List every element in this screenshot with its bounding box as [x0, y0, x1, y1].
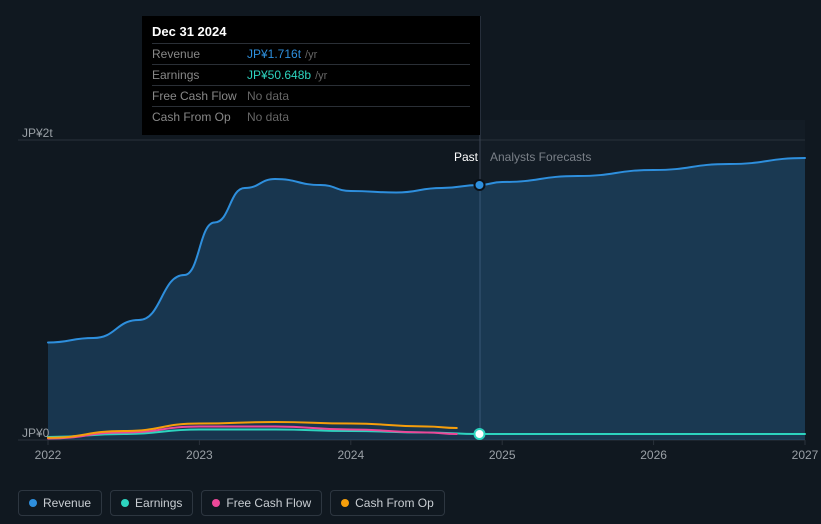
legend-dot-icon	[212, 499, 220, 507]
tooltip-row-label: Earnings	[152, 68, 247, 82]
legend-item-free-cash-flow[interactable]: Free Cash Flow	[201, 490, 322, 516]
x-axis-tick: 2025	[489, 448, 516, 462]
y-axis-tick: JP¥2t	[22, 126, 53, 140]
x-axis-tick: 2027	[792, 448, 819, 462]
tooltip-row-label: Free Cash Flow	[152, 89, 247, 103]
legend-label: Revenue	[43, 496, 91, 510]
tooltip-row-label: Revenue	[152, 47, 247, 61]
legend-item-earnings[interactable]: Earnings	[110, 490, 193, 516]
tooltip-row-value: JP¥50.648b/yr	[247, 68, 327, 82]
legend-dot-icon	[29, 499, 37, 507]
x-axis-tick: 2026	[640, 448, 667, 462]
tooltip-row-value: JP¥1.716t/yr	[247, 47, 317, 61]
tooltip-row-value: No data	[247, 89, 289, 103]
x-axis-tick: 2022	[35, 448, 62, 462]
tooltip-row-label: Cash From Op	[152, 110, 247, 124]
tooltip-row: Cash From OpNo data	[152, 106, 470, 127]
legend-dot-icon	[121, 499, 129, 507]
tooltip-row: Free Cash FlowNo data	[152, 85, 470, 106]
tooltip-row: EarningsJP¥50.648b/yr	[152, 64, 470, 85]
x-axis-tick: 2024	[337, 448, 364, 462]
legend-item-revenue[interactable]: Revenue	[18, 490, 102, 516]
legend-label: Earnings	[135, 496, 182, 510]
past-label: Past	[454, 150, 478, 164]
tooltip-date: Dec 31 2024	[152, 24, 470, 43]
x-axis-tick: 2023	[186, 448, 213, 462]
y-axis-tick: JP¥0	[22, 426, 49, 440]
legend-item-cash-from-op[interactable]: Cash From Op	[330, 490, 445, 516]
forecast-label: Analysts Forecasts	[490, 150, 591, 164]
financials-chart: JP¥2tJP¥0 202220232024202520262027 Past …	[0, 0, 821, 524]
chart-legend: Revenue Earnings Free Cash Flow Cash From O…	[18, 490, 445, 516]
tooltip-row: RevenueJP¥1.716t/yr	[152, 43, 470, 64]
chart-tooltip: Dec 31 2024 RevenueJP¥1.716t/yrEarningsJ…	[142, 16, 480, 135]
legend-label: Cash From Op	[355, 496, 434, 510]
tooltip-row-value: No data	[247, 110, 289, 124]
legend-label: Free Cash Flow	[226, 496, 311, 510]
legend-dot-icon	[341, 499, 349, 507]
